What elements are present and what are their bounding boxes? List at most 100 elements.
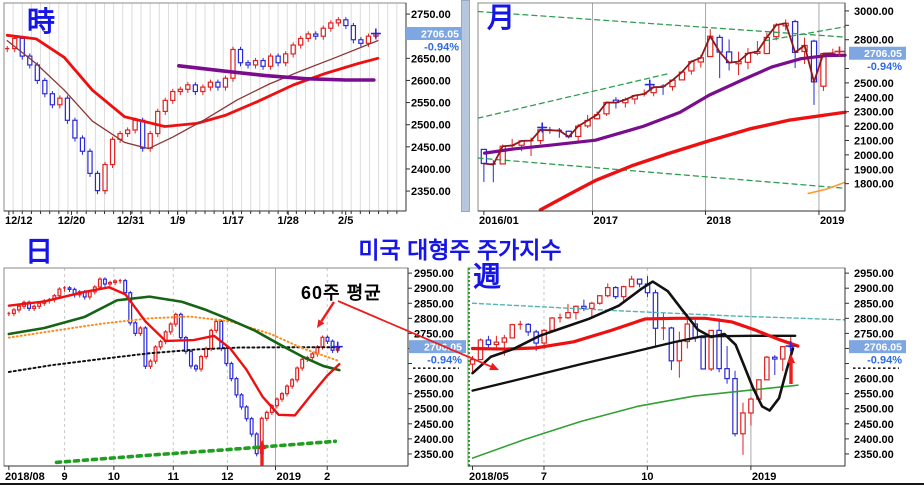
day-y-tick-label: 2350.00 — [414, 449, 454, 461]
month-trend-dash-mid — [477, 72, 670, 119]
day-x-tick-label: 12 — [221, 471, 233, 483]
day-x-tick-label: 2019 — [276, 471, 300, 483]
week-y-tick-label: 2900.00 — [854, 283, 894, 295]
week-y-tick-label: 2450.00 — [854, 419, 894, 431]
hour-ma-brown — [6, 39, 379, 150]
week-y-tick-label: 2800.00 — [854, 313, 894, 325]
month-y-tick-label: 2400.00 — [854, 92, 894, 104]
hour-pct-change: -0.94% — [424, 42, 459, 54]
hour-x-tick-label: 12/31 — [117, 215, 145, 227]
hour-chart-panel: 2750.00 2650.00 2600.00 2550.00 2500.00 2450.… — [3, 2, 463, 227]
hour-y-tick-label: 2750.00 — [411, 9, 451, 21]
week-y-tick-label: 2950.00 — [854, 268, 894, 280]
week-current-price-label: 2706.05-0.94% — [849, 340, 906, 369]
week-price-cross-marker — [785, 341, 796, 352]
day-last-price: 2706.05 — [424, 342, 462, 354]
day-x-tick-label: 2 — [324, 471, 330, 483]
month-y-tick-label: 2800.00 — [854, 35, 894, 47]
month-y-tick-label: 2300.00 — [854, 107, 894, 119]
hour-x-tick-label: 12/20 — [58, 215, 86, 227]
month-ma-purple — [483, 53, 847, 155]
day-y-tick-label: 2750.00 — [414, 328, 454, 340]
month-x-tick-label: 2016/01 — [479, 215, 519, 227]
hour-x-tick-label: 1/9 — [170, 215, 185, 227]
hour-candles — [5, 17, 379, 195]
week-y-tick-label: 2400.00 — [854, 434, 894, 446]
month-price-cross-marker — [834, 46, 845, 57]
day-y-tick-label: 2600.00 — [414, 374, 454, 386]
hour-y-tick-label: 2650.00 — [411, 53, 451, 65]
hour-ma-purple — [177, 64, 376, 82]
week-y-tick-label: 2600.00 — [854, 374, 894, 386]
hour-x-tick-label: 1/28 — [278, 215, 299, 227]
hour-x-tick-label: 2/5 — [338, 215, 353, 227]
month-current-price-label: 2706.05-0.94% — [849, 46, 906, 73]
hour-y-tick-label: 2350.00 — [411, 186, 451, 198]
week-last-price: 2706.05 — [864, 342, 902, 354]
week-x-tick-label: 7 — [541, 471, 547, 483]
week-pct-change: -0.94% — [867, 355, 902, 367]
month-gridlines — [592, 3, 820, 211]
hour-x-tick-label: 12/12 — [5, 215, 33, 227]
month-last-price: 2706.05 — [864, 48, 902, 60]
week-x-tick-label: 2018/05 — [469, 471, 509, 483]
week-ma-60week-black — [471, 334, 797, 392]
month-curve-orange — [807, 181, 846, 195]
week-ma-black-fast — [471, 280, 795, 412]
vertical-scrollbar[interactable] — [461, 0, 470, 212]
month-price-line — [482, 22, 834, 166]
month-trend-dash-lower — [477, 157, 846, 189]
day-ma-orange-dotted — [7, 315, 341, 363]
week-ma-red — [470, 316, 800, 351]
month-y-tick-label: 2100.00 — [854, 135, 894, 147]
month-x-axis: 2016/01 2017 2018 2019 — [478, 210, 845, 227]
month-y-tick-label: 1800.00 — [854, 179, 894, 191]
month-y-axis: 3000.00 2800.00 2500.00 2400.00 2300.00 2200.… — [844, 3, 894, 211]
month-y-tick-label: 1900.00 — [854, 164, 894, 176]
day-y-tick-label: 2900.00 — [414, 283, 454, 295]
hour-x-axis: 12/12 12/20 12/31 1/9 1/17 1/28 2/5 — [4, 210, 406, 227]
day-pct-change: -0.94% — [427, 355, 462, 367]
day-current-price-label: 2706.05-0.94% — [409, 340, 466, 369]
month-x-tick-label: 2018 — [707, 215, 731, 227]
day-y-tick-label: 2950.00 — [414, 268, 454, 280]
month-x-tick-label: 2019 — [820, 215, 844, 227]
month-y-tick-label: 2500.00 — [854, 78, 894, 90]
hour-current-price-label: 2706.05-0.94% — [406, 27, 463, 54]
week-y-tick-label: 2500.00 — [854, 404, 894, 416]
month-price-cross-marker — [537, 122, 548, 133]
day-x-axis: 2018/08 9 10 11 12 2019 2 — [4, 465, 408, 483]
day-y-tick-label: 2800.00 — [414, 313, 454, 325]
month-trend-dash-upper — [477, 10, 846, 38]
week-ma-green-thin — [471, 384, 799, 459]
day-ma-red — [7, 286, 341, 417]
day-y-tick-label: 2550.00 — [414, 389, 454, 401]
month-price-cross-marker — [644, 79, 655, 90]
month-x-tick-label: 2017 — [594, 215, 618, 227]
bottom-divider — [0, 483, 924, 485]
hour-x-tick-label: 1/17 — [222, 215, 243, 227]
week-x-tick-label: 10 — [641, 471, 653, 483]
day-y-tick-label: 2500.00 — [414, 404, 454, 416]
week-y-tick-label: 2350.00 — [854, 449, 894, 461]
month-chart-panel: 3000.00 2800.00 2500.00 2400.00 2300.00 2200.… — [477, 2, 906, 227]
week-y-tick-label: 2750.00 — [854, 328, 894, 340]
day-ma-green — [7, 295, 341, 372]
month-y-tick-label: 2200.00 — [854, 121, 894, 133]
day-y-tick-label: 2400.00 — [414, 434, 454, 446]
day-y-axis: 2950.00 2900.00 2850.00 2800.00 2750.00 2600.… — [407, 268, 454, 466]
week-y-tick-label: 2850.00 — [854, 298, 894, 310]
day-ma-60week-dotted — [7, 346, 341, 373]
day-y-tick-label: 2450.00 — [414, 419, 454, 431]
hour-last-price: 2706.05 — [421, 29, 459, 41]
hour-y-tick-label: 2500.00 — [411, 120, 451, 132]
day-chart-panel: 2950.00 2900.00 2850.00 2800.00 2750.00 2600.… — [3, 267, 466, 483]
month-trend-dash-upper2 — [763, 26, 846, 42]
day-x-tick-label: 9 — [62, 471, 68, 483]
week-x-tick-label: 2019 — [752, 471, 776, 483]
week-resistance-teal-dash — [471, 302, 846, 321]
week-x-axis: 2018/05 7 10 2019 — [468, 465, 845, 483]
hour-y-tick-label: 2550.00 — [411, 98, 451, 110]
hour-y-tick-label: 2400.00 — [411, 164, 451, 176]
